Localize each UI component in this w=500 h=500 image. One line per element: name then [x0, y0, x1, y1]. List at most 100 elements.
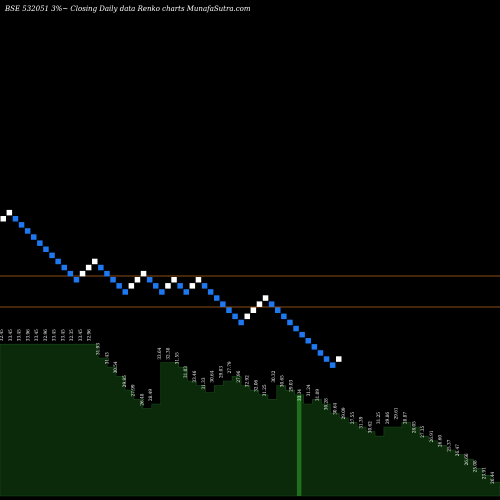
- volume-label: 32.92: [245, 375, 250, 387]
- brick-down: [220, 301, 226, 307]
- brick-down: [207, 289, 214, 295]
- brick-down: [122, 289, 128, 295]
- volume-label: 28.49: [148, 389, 153, 401]
- volume-label: 29.03: [289, 379, 294, 391]
- brick-down: [238, 319, 244, 326]
- volume-label: 31.25: [262, 384, 267, 396]
- volume-label: 33.45: [34, 329, 39, 341]
- brick-down: [293, 325, 299, 332]
- brick-down: [317, 350, 324, 356]
- brick-down: [146, 277, 153, 283]
- brick-down: [49, 252, 55, 259]
- volume-label: 32.06: [253, 379, 258, 391]
- volume-label: 28.05: [411, 421, 416, 433]
- brick-down: [226, 307, 232, 313]
- volume-label: 32.38: [166, 347, 171, 359]
- brick-down: [37, 240, 43, 246]
- volume-label: 26.48: [139, 393, 144, 405]
- brick-down: [159, 289, 165, 295]
- brick-down: [55, 258, 61, 265]
- brick-down: [268, 301, 275, 307]
- volume-label: 32.96: [43, 329, 48, 341]
- volume-label: 31.43: [104, 352, 109, 364]
- brick-down: [61, 264, 67, 271]
- brick-down: [329, 362, 336, 368]
- brick-up: [165, 283, 171, 289]
- brick-down: [214, 295, 220, 301]
- brick-up: [336, 356, 342, 362]
- volume-label: 32.45: [0, 329, 4, 341]
- brick-up: [85, 264, 92, 271]
- brick-down: [183, 289, 189, 295]
- brick-up: [244, 313, 250, 320]
- brick-down: [24, 228, 31, 234]
- renko-bricks: [0, 209, 342, 368]
- brick-down: [299, 331, 305, 338]
- volume-label: 30.64: [210, 370, 215, 382]
- volume-label: 33.96: [25, 329, 30, 341]
- brick-down: [110, 277, 116, 283]
- volume-label: 31.55: [174, 352, 179, 364]
- chart-title: BSE 532051 3%~ Closing Daily data Renko …: [4, 5, 251, 13]
- volume-label: 26.91: [429, 430, 434, 442]
- volume-label: 31.93: [96, 343, 101, 355]
- volume-label: 33.64: [157, 347, 162, 359]
- brick-down: [287, 319, 293, 326]
- volume-highlight-bar: [296, 394, 302, 496]
- brick-up: [92, 258, 98, 265]
- volume-label: 23.91: [482, 467, 487, 479]
- brick-up: [262, 295, 269, 301]
- volume-label: 32.96: [87, 329, 92, 341]
- volume-label: 27.96: [236, 370, 241, 382]
- volume-area: [0, 343, 500, 497]
- volume-label: 26.47: [455, 444, 460, 456]
- brick-down: [12, 216, 19, 222]
- volume-label: 27.55: [350, 412, 355, 424]
- volume-label: 29.61: [394, 407, 399, 419]
- volume-label: 29.85: [122, 375, 127, 387]
- volume-label: 30.32: [271, 370, 276, 382]
- brick-down: [323, 356, 330, 362]
- volume-label: 31.25: [376, 412, 381, 424]
- volume-label: 28.87: [403, 412, 408, 424]
- brick-up: [140, 270, 147, 277]
- volume-label: 30.65: [280, 375, 285, 387]
- brick-down: [67, 270, 74, 277]
- volume-label: 30.62: [367, 421, 372, 433]
- brick-up: [0, 216, 6, 222]
- volume-label: 31.03: [183, 366, 188, 378]
- brick-down: [201, 283, 208, 289]
- volume-label: 27.99: [131, 384, 136, 396]
- brick-up: [79, 270, 86, 277]
- volume-label: 27.79: [227, 361, 232, 373]
- brick-down: [18, 222, 25, 228]
- volume-label: 26.66: [464, 453, 469, 465]
- brick-up: [171, 277, 177, 283]
- brick-up: [195, 277, 202, 283]
- volume-label: 26.44: [490, 471, 495, 483]
- brick-up: [250, 307, 257, 313]
- volume-label: 33.45: [78, 329, 83, 341]
- volume-label: 33.46: [192, 370, 197, 382]
- volume-label: 27.35: [420, 425, 425, 437]
- brick-down: [177, 283, 183, 289]
- volume-label: 30.28: [324, 398, 329, 410]
- volume-label: 29.86: [385, 412, 390, 424]
- brick-down: [153, 283, 159, 289]
- brick-down: [275, 307, 281, 313]
- volume-fill: [0, 343, 500, 497]
- volume-label: 25.37: [446, 439, 451, 451]
- brick-up: [189, 283, 196, 289]
- volume-label: 31.33: [201, 377, 206, 389]
- brick-down: [31, 234, 37, 240]
- volume-label: 33.45: [52, 329, 57, 341]
- brick-up: [134, 277, 141, 283]
- brick-up: [6, 209, 13, 216]
- volume-label: 30.64: [332, 402, 337, 414]
- volume-label: 30.54: [113, 361, 118, 373]
- volume-label: 31.24: [306, 384, 311, 396]
- brick-down: [73, 277, 80, 283]
- volume-label: 33.45: [17, 329, 22, 341]
